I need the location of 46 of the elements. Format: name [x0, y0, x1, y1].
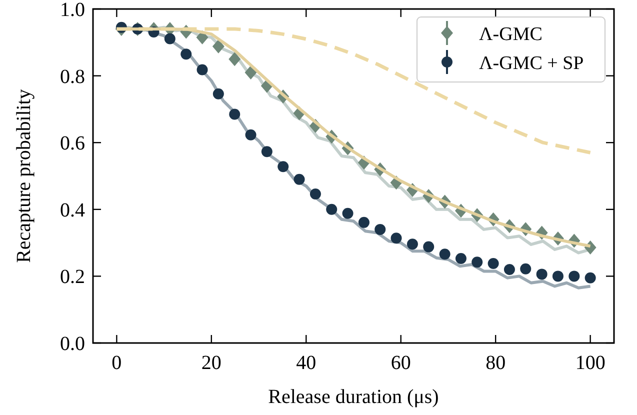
point — [568, 270, 580, 282]
point — [390, 232, 402, 244]
legend-label: Λ-GMC — [479, 24, 542, 45]
x-axis-title: Release duration (μs) — [268, 386, 439, 408]
point — [261, 146, 272, 158]
point — [294, 174, 305, 185]
point — [196, 64, 208, 76]
point — [406, 238, 418, 250]
point — [164, 33, 176, 44]
point — [180, 48, 192, 60]
y-tick-label: 0.6 — [60, 132, 85, 155]
y-tick-label: 0.2 — [60, 266, 85, 288]
point — [455, 253, 466, 264]
point — [212, 39, 224, 54]
x-tick-label: 100 — [575, 352, 606, 374]
point — [374, 224, 386, 235]
point — [439, 248, 450, 260]
point — [245, 129, 256, 140]
y-tick-label: 1.0 — [60, 0, 85, 21]
point — [423, 241, 434, 252]
x-tick-label: 80 — [486, 352, 506, 374]
x-tick-label: 40 — [296, 352, 316, 374]
point — [229, 108, 240, 120]
point — [310, 188, 321, 200]
y-axis-title: Recapture probability — [13, 89, 35, 263]
y-tick-label: 0.0 — [60, 333, 85, 355]
point — [326, 204, 338, 215]
point — [228, 52, 241, 66]
point — [536, 268, 548, 280]
point — [488, 258, 499, 270]
legend-label: Λ-GMC + SP — [479, 53, 584, 74]
x-tick-label: 60 — [390, 352, 411, 374]
y-tick-label: 0.8 — [60, 66, 85, 88]
point — [358, 216, 370, 228]
point — [244, 65, 257, 80]
point — [504, 264, 515, 276]
x-tick-label: 0 — [112, 352, 122, 374]
point — [584, 272, 596, 284]
point — [520, 263, 532, 274]
point — [278, 161, 289, 172]
y-tick-label: 0.4 — [60, 199, 85, 222]
point — [212, 88, 224, 100]
point — [342, 208, 354, 219]
x-tick-label: 20 — [201, 352, 222, 374]
point — [552, 270, 564, 282]
point — [472, 256, 483, 268]
